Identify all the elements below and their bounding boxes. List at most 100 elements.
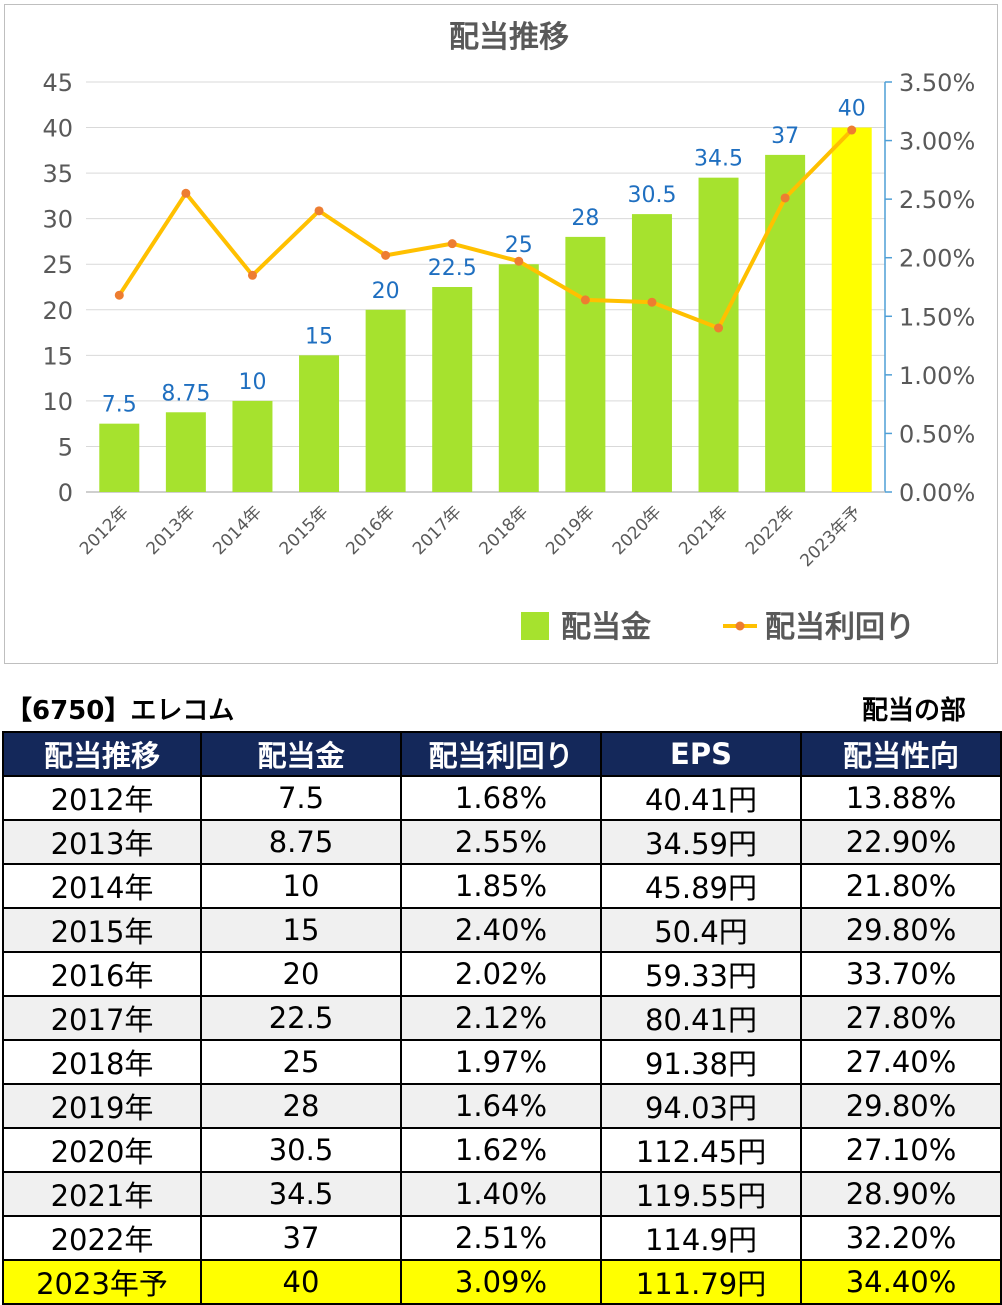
bar-data-label: 30.5 <box>627 183 676 208</box>
table-row: 2018年 25 1.97% 91.38円 27.40% <box>2 1039 1002 1085</box>
y-left-tick-label: 15 <box>42 342 73 370</box>
bar <box>698 177 739 492</box>
y-left-tick-label: 35 <box>42 160 73 188</box>
bar <box>232 400 273 492</box>
y-left-tick-label: 25 <box>42 251 73 279</box>
yield-point <box>447 239 457 249</box>
table-row: 2023年予 40 3.09% 111.79円 34.40% <box>2 1259 1002 1305</box>
cell-payout: 27.10% <box>800 1127 1002 1173</box>
table-row: 2019年 28 1.64% 94.03円 29.80% <box>2 1083 1002 1129</box>
bar-data-label: 40 <box>838 97 866 122</box>
cell-yield: 2.55% <box>400 819 602 865</box>
x-tick-label: 2012年 <box>76 502 133 559</box>
cell-payout: 21.80% <box>800 863 1002 909</box>
bar-data-label: 34.5 <box>694 147 743 172</box>
y-left-tick-label: 5 <box>58 433 73 461</box>
section-caption: 配当の部 <box>861 696 966 726</box>
y-right-tick-label: 2.00% <box>899 245 975 273</box>
header-dividend: 配当金 <box>200 731 402 777</box>
cell-payout: 27.80% <box>800 995 1002 1041</box>
cell-yield: 1.40% <box>400 1171 602 1217</box>
y-right-tick-label: 1.50% <box>899 303 975 331</box>
y-left-tick-label: 30 <box>42 206 73 234</box>
table-row: 2015年 15 2.40% 50.4円 29.80% <box>2 907 1002 953</box>
legend-bar-label: 配当金 <box>561 610 652 645</box>
cell-payout: 33.70% <box>800 951 1002 997</box>
x-tick-label: 2017年 <box>409 502 466 559</box>
bar-data-label: 22.5 <box>428 256 477 281</box>
cell-yield: 1.68% <box>400 775 602 821</box>
table-row: 2012年 7.5 1.68% 40.41円 13.88% <box>2 775 1002 821</box>
cell-payout: 29.80% <box>800 907 1002 953</box>
table-row: 2021年 34.5 1.40% 119.55円 28.90% <box>2 1171 1002 1217</box>
bar-data-label: 37 <box>771 124 799 149</box>
bar <box>299 355 340 492</box>
yield-point <box>514 256 524 266</box>
legend-line-marker <box>735 621 745 631</box>
cell-eps: 114.9円 <box>600 1215 802 1261</box>
cell-payout: 27.40% <box>800 1039 1002 1085</box>
x-tick-label: 2019年 <box>542 502 599 559</box>
y-right-tick-label: 0.50% <box>899 420 975 448</box>
cell-year: 2017年 <box>2 995 202 1041</box>
bar <box>165 412 206 492</box>
x-tick-label: 2023年予 <box>796 502 865 571</box>
cell-yield: 2.40% <box>400 907 602 953</box>
cell-payout: 34.40% <box>800 1259 1002 1305</box>
yield-line <box>117 128 854 330</box>
cell-yield: 1.64% <box>400 1083 602 1129</box>
cell-eps: 119.55円 <box>600 1171 802 1217</box>
x-tick-label: 2020年 <box>609 502 666 559</box>
cell-dividend: 28 <box>200 1083 402 1129</box>
yield-point <box>381 250 391 260</box>
cell-dividend: 22.5 <box>200 995 402 1041</box>
cell-dividend: 7.5 <box>200 775 402 821</box>
y-left-tick-label: 0 <box>58 479 73 507</box>
x-tick-label: 2018年 <box>476 502 533 559</box>
bar-data-label: 7.5 <box>102 393 137 418</box>
x-tick-label: 2016年 <box>342 502 399 559</box>
cell-payout: 13.88% <box>800 775 1002 821</box>
cell-payout: 32.20% <box>800 1215 1002 1261</box>
cell-year: 2023年予 <box>2 1259 202 1305</box>
header-payout: 配当性向 <box>800 731 1002 777</box>
cell-eps: 94.03円 <box>600 1083 802 1129</box>
cell-year: 2015年 <box>2 907 202 953</box>
cell-yield: 2.51% <box>400 1215 602 1261</box>
yield-point <box>314 206 324 216</box>
y-right-tick-label: 0.00% <box>899 479 975 507</box>
cell-eps: 112.45円 <box>600 1127 802 1173</box>
bar-data-label: 10 <box>238 370 266 395</box>
cell-yield: 1.62% <box>400 1127 602 1173</box>
yield-point <box>247 270 257 280</box>
bar <box>631 214 672 492</box>
x-tick-label: 2022年 <box>742 502 799 559</box>
header-year: 配当推移 <box>2 731 202 777</box>
company-caption: 【6750】エレコム <box>6 696 235 726</box>
cell-dividend: 25 <box>200 1039 402 1085</box>
x-tick-label: 2015年 <box>276 502 333 559</box>
cell-year: 2012年 <box>2 775 202 821</box>
y-right-tick-label: 3.50% <box>899 69 975 97</box>
bar <box>99 423 140 492</box>
table-header-row: 配当推移 配当金 配当利回り EPS 配当性向 <box>2 731 1002 777</box>
cell-yield: 3.09% <box>400 1259 602 1305</box>
cell-eps: 50.4円 <box>600 907 802 953</box>
cell-dividend: 30.5 <box>200 1127 402 1173</box>
yield-point <box>580 295 590 305</box>
cell-dividend: 10 <box>200 863 402 909</box>
y-left-tick-label: 20 <box>42 297 73 325</box>
table-row: 2017年 22.5 2.12% 80.41円 27.80% <box>2 995 1002 1041</box>
bar-data-label: 20 <box>372 279 400 304</box>
cell-eps: 91.38円 <box>600 1039 802 1085</box>
yield-point <box>647 297 657 307</box>
cell-eps: 45.89円 <box>600 863 802 909</box>
cell-yield: 1.85% <box>400 863 602 909</box>
table-row: 2013年 8.75 2.55% 34.59円 22.90% <box>2 819 1002 865</box>
chart-svg: 配当推移 0 5 10 15 20 25 30 35 40 45 0.00% 0.50% 1.00% 1.5… <box>42 20 975 645</box>
cell-yield: 1.97% <box>400 1039 602 1085</box>
bar <box>365 309 406 492</box>
table-row: 2014年 10 1.85% 45.89円 21.80% <box>2 863 1002 909</box>
cell-year: 2020年 <box>2 1127 202 1173</box>
table-row: 2016年 20 2.02% 59.33円 33.70% <box>2 951 1002 997</box>
